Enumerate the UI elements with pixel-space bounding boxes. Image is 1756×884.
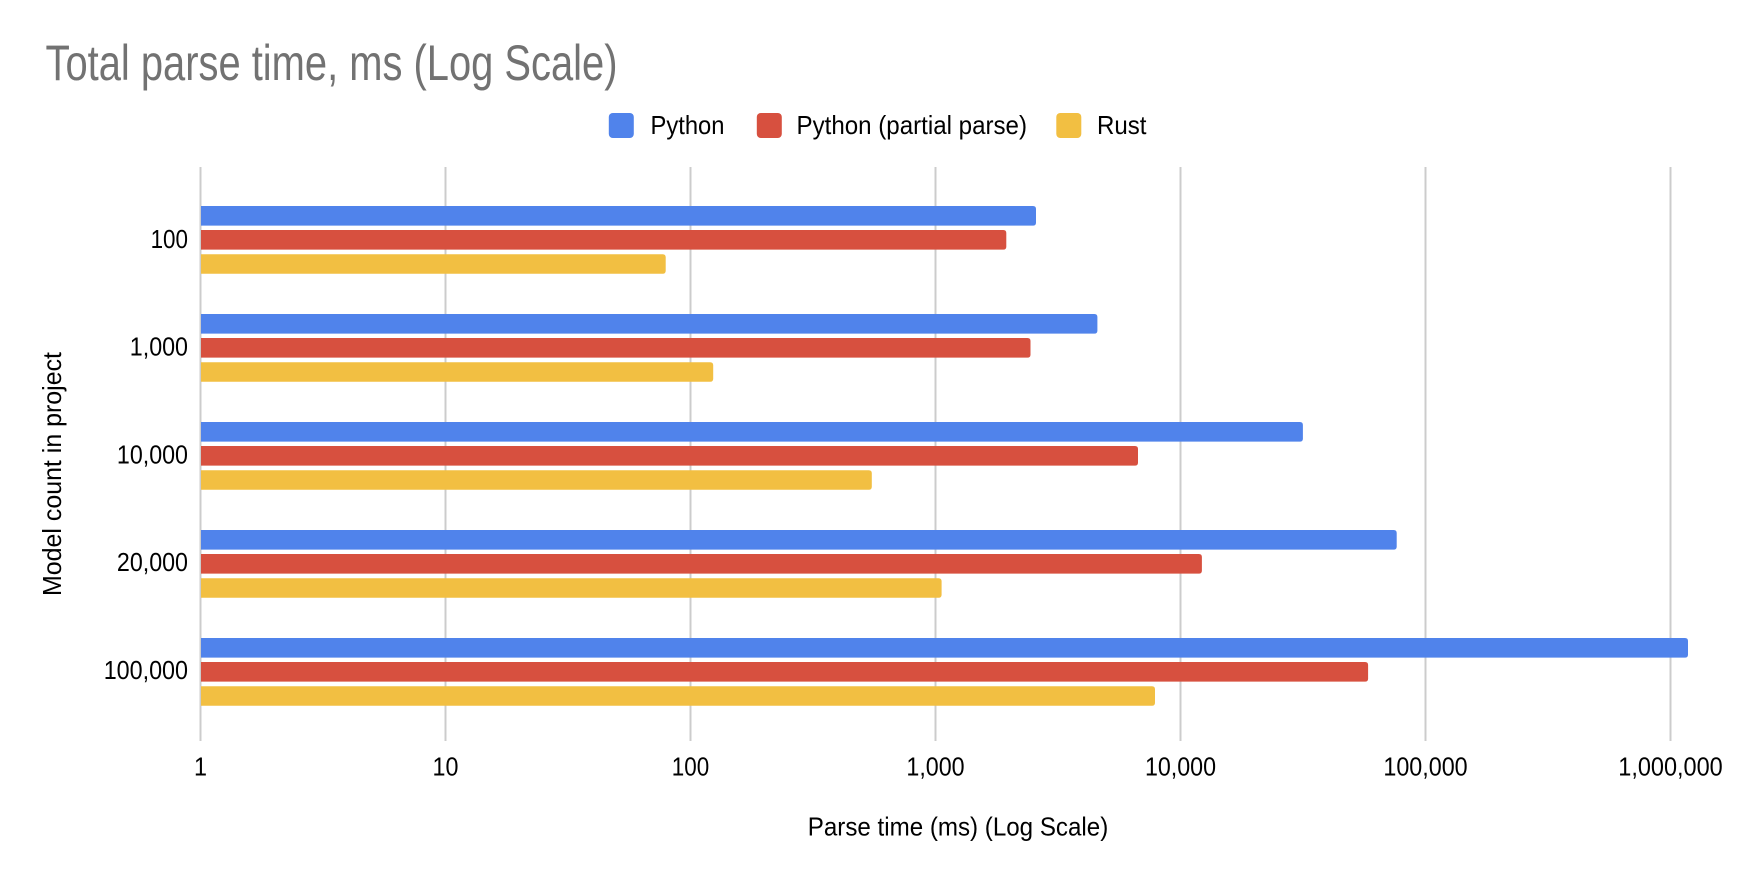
svg-text:1,000: 1,000 [130, 332, 188, 362]
svg-text:10,000: 10,000 [117, 439, 188, 469]
svg-text:1,000,000: 1,000,000 [1618, 751, 1723, 781]
svg-text:100,000: 100,000 [1383, 751, 1467, 781]
svg-text:20,000: 20,000 [117, 547, 188, 577]
svg-text:10: 10 [433, 751, 459, 781]
svg-text:Parse time (ms) (Log Scale): Parse time (ms) (Log Scale) [808, 812, 1109, 842]
svg-text:Model count in project: Model count in project [37, 351, 67, 596]
svg-text:100,000: 100,000 [104, 655, 188, 685]
svg-text:100: 100 [151, 224, 188, 254]
svg-text:Python: Python [651, 110, 725, 140]
svg-text:10,000: 10,000 [1145, 751, 1216, 781]
svg-text:Rust: Rust [1097, 110, 1147, 140]
svg-text:Python (partial parse): Python (partial parse) [797, 110, 1028, 140]
svg-text:Total parse time, ms (Log Scal: Total parse time, ms (Log Scale) [46, 35, 618, 91]
svg-text:1,000: 1,000 [906, 751, 964, 781]
svg-text:1: 1 [194, 751, 207, 781]
svg-text:100: 100 [672, 751, 709, 781]
